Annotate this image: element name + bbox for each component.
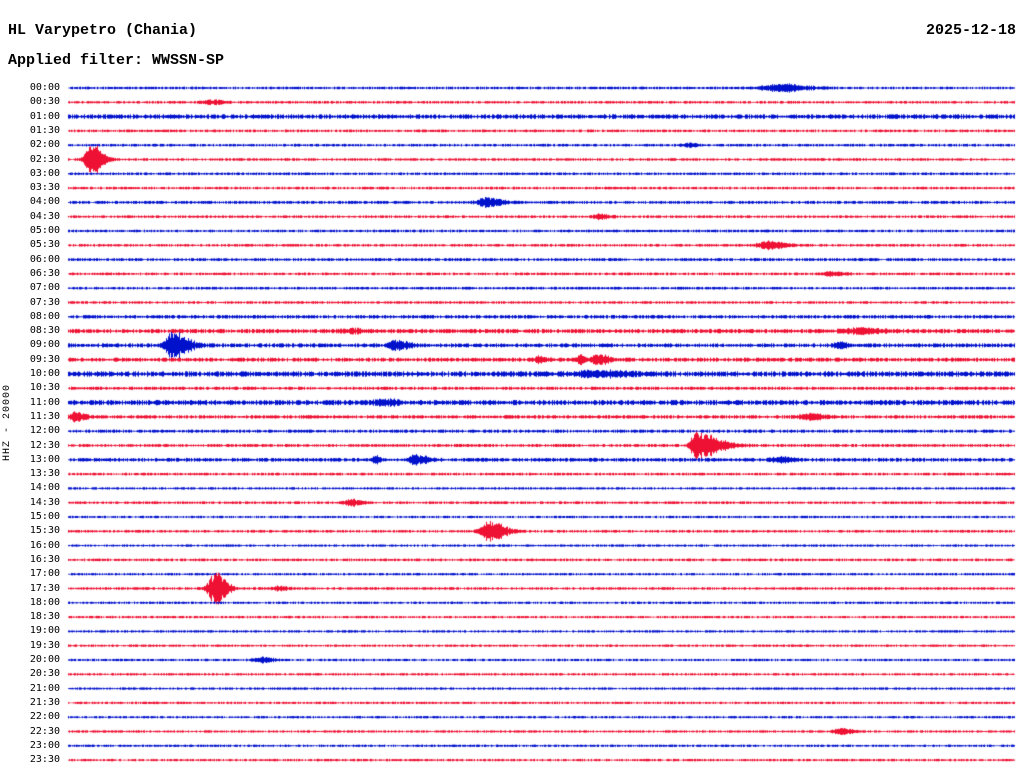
time-label: 14:00 bbox=[29, 482, 60, 494]
time-label: 08:30 bbox=[29, 325, 60, 337]
time-label: 03:00 bbox=[29, 167, 60, 179]
time-label: 18:30 bbox=[29, 611, 60, 623]
time-label: 07:30 bbox=[29, 296, 60, 308]
time-label: 07:00 bbox=[29, 282, 60, 294]
time-label: 17:00 bbox=[29, 568, 60, 580]
time-label: 16:00 bbox=[29, 539, 60, 551]
time-label: 21:30 bbox=[29, 696, 60, 708]
time-label: 05:00 bbox=[29, 225, 60, 236]
time-label: 12:00 bbox=[29, 425, 60, 437]
time-label: 21:00 bbox=[29, 682, 60, 694]
time-label: 20:30 bbox=[29, 668, 60, 680]
time-label: 19:00 bbox=[29, 625, 60, 637]
time-label: 08:00 bbox=[29, 310, 60, 322]
time-label: 09:00 bbox=[29, 339, 60, 351]
time-label: 03:30 bbox=[29, 182, 60, 194]
time-label: 02:30 bbox=[29, 153, 60, 165]
time-label: 14:30 bbox=[29, 496, 60, 508]
time-label: 04:00 bbox=[29, 196, 60, 208]
time-label: 02:00 bbox=[29, 139, 60, 151]
time-label: 16:30 bbox=[29, 553, 60, 565]
time-label: 04:30 bbox=[29, 210, 60, 222]
time-label: 17:30 bbox=[29, 582, 60, 594]
time-label: 22:30 bbox=[29, 725, 60, 737]
time-label: 13:30 bbox=[29, 468, 60, 480]
time-label: 01:30 bbox=[29, 124, 60, 136]
time-label: 06:00 bbox=[29, 253, 60, 265]
date-label: 2025-12-18 bbox=[925, 22, 1016, 39]
time-label: 12:30 bbox=[29, 439, 60, 451]
time-label: 18:00 bbox=[29, 596, 60, 608]
time-label: 00:30 bbox=[29, 96, 60, 108]
station-title: HL Varypetro (Chania) bbox=[8, 22, 198, 39]
time-label: 20:00 bbox=[29, 654, 60, 665]
time-label: 09:30 bbox=[29, 353, 60, 365]
time-label: 10:30 bbox=[29, 382, 60, 394]
time-label: 01:00 bbox=[29, 110, 60, 122]
time-label: 23:00 bbox=[29, 739, 60, 751]
time-label: 13:00 bbox=[29, 453, 60, 465]
filter-label: Applied filter: WWSSN-SP bbox=[8, 52, 225, 69]
time-label: 15:30 bbox=[29, 525, 60, 537]
time-label: 15:00 bbox=[29, 511, 60, 522]
time-label: 23:30 bbox=[29, 754, 60, 766]
time-label: 06:30 bbox=[29, 267, 60, 279]
time-label: 10:00 bbox=[29, 368, 60, 379]
time-label: 22:00 bbox=[29, 711, 60, 723]
time-label: 19:30 bbox=[29, 639, 60, 651]
time-label: 11:00 bbox=[29, 396, 60, 408]
time-label: 00:00 bbox=[29, 82, 60, 93]
time-label: 11:30 bbox=[29, 410, 60, 422]
time-label: 05:30 bbox=[29, 239, 60, 251]
